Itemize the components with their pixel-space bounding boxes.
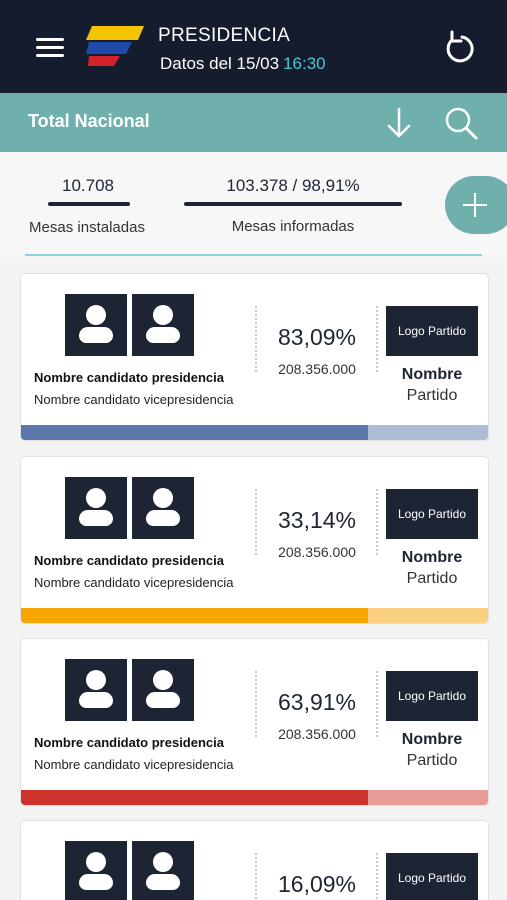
plus-icon[interactable] <box>445 176 507 234</box>
data-date-label: Datos del 15/03 <box>160 54 280 73</box>
president-candidate-name: Nombre candidato presidencia <box>34 370 224 385</box>
installed-tables-underline <box>48 202 130 206</box>
person-icon <box>132 477 194 539</box>
region-title[interactable]: Total Nacional <box>28 111 150 131</box>
result-bar <box>21 790 488 805</box>
person-icon <box>65 477 127 539</box>
reported-tables-underline <box>184 202 402 206</box>
vice-candidate-name: Nombre candidato vicepresidencia <box>34 757 234 772</box>
party-name: Nombre <box>401 549 463 566</box>
result-bar-fill <box>21 790 369 805</box>
vote-count: 208.356.000 <box>278 726 356 742</box>
page-title: PRESIDENCIA <box>158 25 291 46</box>
top-app-bar: PRESIDENCIA Datos del 15/03 16:30 <box>0 0 507 93</box>
flag-logo-icon <box>86 26 144 66</box>
vote-count: 208.356.000 <box>278 544 356 560</box>
dotted-divider <box>255 489 257 555</box>
candidate-card[interactable]: Nombre candidato presidencia Nombre cand… <box>20 273 489 441</box>
vote-percent: 16,09% <box>277 871 356 897</box>
search-icon[interactable] <box>444 106 478 140</box>
dotted-divider <box>255 306 257 372</box>
party-logo: Logo Partido <box>386 671 478 721</box>
vote-percent: 83,09% <box>277 324 356 350</box>
dotted-divider <box>255 671 257 737</box>
installed-tables-label: Mesas instaladas <box>29 219 145 236</box>
refresh-icon[interactable] <box>440 28 480 68</box>
person-icon <box>65 659 127 721</box>
reported-tables-value: 103.378 / 98,91% <box>226 176 360 195</box>
region-bar: Total Nacional <box>0 93 507 152</box>
party-name: Nombre <box>401 366 463 383</box>
result-bar-fill <box>21 425 369 440</box>
person-icon <box>132 659 194 721</box>
party-logo: Logo Partido <box>386 489 478 539</box>
party-label: Partido <box>406 387 458 404</box>
result-bar-fill <box>21 608 369 623</box>
dotted-divider <box>376 489 378 555</box>
party-logo: Logo Partido <box>386 306 478 356</box>
dotted-divider <box>376 671 378 737</box>
candidate-card[interactable]: Nombre candidato presidencia Nombre cand… <box>20 638 489 806</box>
candidate-card[interactable]: Nombre candidato presidencia Nombre cand… <box>20 456 489 624</box>
dotted-divider <box>376 853 378 900</box>
data-date: Datos del 15/03 16:30 <box>160 54 326 74</box>
vote-percent: 33,14% <box>277 507 356 533</box>
data-time: 16:30 <box>283 54 326 73</box>
vote-count: 208.356.000 <box>278 361 356 377</box>
installed-tables-value: 10.708 <box>62 176 114 195</box>
president-candidate-name: Nombre candidato presidencia <box>34 735 224 750</box>
party-label: Partido <box>406 752 458 769</box>
party-logo: Logo Partido <box>386 853 478 900</box>
result-bar <box>21 425 488 440</box>
dotted-divider <box>255 853 257 900</box>
person-icon <box>65 841 127 900</box>
vice-candidate-name: Nombre candidato vicepresidencia <box>34 392 234 407</box>
party-name: Nombre <box>401 731 463 748</box>
person-icon <box>65 294 127 356</box>
person-icon <box>132 841 194 900</box>
party-label: Partido <box>406 570 458 587</box>
president-candidate-name: Nombre candidato presidencia <box>34 553 224 568</box>
dotted-divider <box>376 306 378 372</box>
stats-divider <box>25 254 482 256</box>
candidate-card[interactable]: 16,09% Logo Partido <box>20 820 489 900</box>
vice-candidate-name: Nombre candidato vicepresidencia <box>34 575 234 590</box>
person-icon <box>132 294 194 356</box>
hamburger-menu-icon[interactable] <box>36 38 64 58</box>
stats-panel: 10.708 Mesas instaladas 103.378 / 98,91%… <box>0 152 507 257</box>
arrow-down-icon[interactable] <box>384 106 414 140</box>
vote-percent: 63,91% <box>277 689 356 715</box>
result-bar <box>21 608 488 623</box>
reported-tables-label: Mesas informadas <box>231 218 355 235</box>
